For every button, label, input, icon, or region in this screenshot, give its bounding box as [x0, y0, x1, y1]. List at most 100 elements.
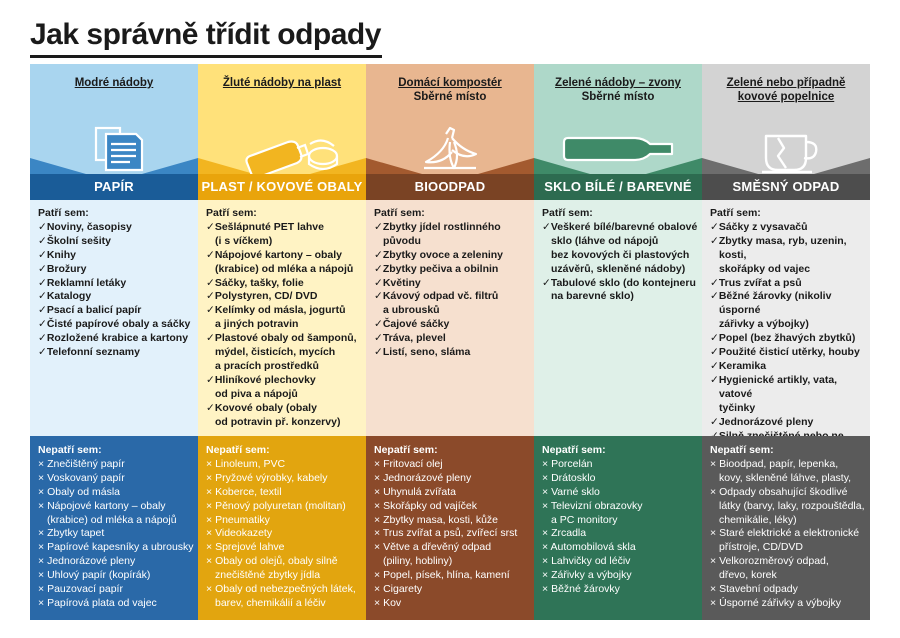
belongs-here: Patří sem: Noviny, časopisyŠkolní sešity… [30, 200, 198, 436]
list-item: Čisté papírové obaly a sáčky [38, 318, 194, 332]
does-not-belong: Nepatří sem: Fritovací olejJednorázové p… [366, 436, 534, 620]
list-item: Zbytky pečiva a obilnin [374, 263, 530, 277]
category-label: BIOODPAD [366, 174, 534, 200]
list-item: Plastové obaly od šamponů, mýdel, čistic… [206, 332, 362, 374]
list-item: Katalogy [38, 290, 194, 304]
list-item: Keramika [710, 360, 866, 374]
belongs-here: Patří sem: Sáčky z vysavačůZbytky masa, … [702, 200, 870, 469]
category-label: PLAST / KOVOVÉ OBALY [198, 174, 366, 200]
category-label: SKLO BÍLÉ / BAREVNÉ [534, 174, 702, 200]
list-item: Sáčky, tašky, folie [206, 277, 362, 291]
list-item: Linoleum, PVC [206, 458, 362, 472]
list-item: Polystyren, CD/ DVD [206, 290, 362, 304]
does-not-belong: Nepatří sem: PorcelánDrátoskloVarné sklo… [534, 436, 702, 620]
list-item: Videokazety [206, 527, 362, 541]
list-item: Fritovací olej [374, 458, 530, 472]
list-item: Odpady obsahující škodlivé látky (barvy,… [710, 486, 866, 528]
list-item: Zbytky jídel rostlinného původu [374, 221, 530, 249]
does-not-belong: Nepatří sem: Linoleum, PVCPryžové výrobk… [198, 436, 366, 620]
list-item: Sprejové lahve [206, 541, 362, 555]
list-item: Pneumatiky [206, 514, 362, 528]
list-item: Noviny, časopisy [38, 221, 194, 235]
belongs-here: Patří sem: Zbytky jídel rostlinného půvo… [366, 200, 534, 436]
not-belongs-title: Nepatří sem: [542, 444, 606, 456]
list-item: Veškeré bílé/barevné obalové sklo (láhve… [542, 221, 698, 277]
not-belongs-list: PorcelánDrátoskloVarné skloTelevizní obr… [542, 458, 698, 597]
column-plastic: Žluté nádoby na plast PLAST / KOVOVÉ OBA… [198, 64, 366, 620]
not-belongs-title: Nepatří sem: [374, 444, 438, 456]
belongs-list: Sešlápnuté PET lahve (i s víčkem)Nápojov… [206, 221, 362, 430]
list-item: Pryžové výrobky, kabely [206, 472, 362, 486]
column-mixed-waste: Zelené nebo případně kovové popelnice SM… [702, 64, 870, 620]
list-item: Čajové sáčky [374, 318, 530, 332]
list-item: Popel, písek, hlína, kamení [374, 569, 530, 583]
list-item: Bioodpad, papír, lepenka, kovy, skleněné… [710, 458, 866, 486]
list-item: Papírová plata od vajec [38, 597, 194, 611]
title-underline [30, 55, 382, 58]
list-item: Zrcadla [542, 527, 698, 541]
list-item: Květiny [374, 277, 530, 291]
list-item: Běžné žárovky [542, 583, 698, 597]
belongs-list: Veškeré bílé/barevné obalové sklo (láhve… [542, 221, 698, 304]
list-item: Hliníkové plechovky od piva a nápojů [206, 374, 362, 402]
list-item: Televizní obrazovky a PC monitory [542, 500, 698, 528]
belongs-list: Sáčky z vysavačůZbytky masa, ryb, uzenin… [710, 221, 866, 471]
belongs-here: Patří sem: Sešlápnuté PET lahve (i s víč… [198, 200, 366, 436]
list-item: Použité čisticí utěrky, houby [710, 346, 866, 360]
list-item: Koberce, textil [206, 486, 362, 500]
column-header: Modré nádoby [30, 64, 198, 120]
list-item: Zářivky a výbojky [542, 569, 698, 583]
list-item: Varné sklo [542, 486, 698, 500]
column-glass: Zelené nádoby – zvony Sběrné místo SKLO … [534, 64, 702, 620]
not-belongs-list: Linoleum, PVCPryžové výrobky, kabelyKobe… [206, 458, 362, 611]
page-title: Jak správně třídit odpady [30, 18, 381, 51]
list-item: Pauzovací papír [38, 583, 194, 597]
does-not-belong: Nepatří sem: Bioodpad, papír, lepenka, k… [702, 436, 870, 620]
header-line-1: Modré nádoby [74, 77, 154, 89]
list-item: Automobilová skla [542, 541, 698, 555]
not-belongs-title: Nepatří sem: [710, 444, 774, 456]
list-item: Knihy [38, 249, 194, 263]
header-line-2: kovové popelnice [737, 91, 835, 103]
list-item: Zbytky ovoce a zeleniny [374, 249, 530, 263]
list-item: Voskovaný papír [38, 472, 194, 486]
list-item: Kávový odpad vč. filtrů a ubrousků [374, 290, 530, 318]
not-belongs-title: Nepatří sem: [206, 444, 270, 456]
list-item: Listí, seno, sláma [374, 346, 530, 360]
list-item: Staré elektrické a elektronické přístroj… [710, 527, 866, 555]
header-line-1: Zelené nebo případně [726, 77, 846, 89]
list-item: Obaly od nebezpečných látek, barev, chem… [206, 583, 362, 611]
list-item: Jednorázové pleny [710, 416, 866, 430]
header-line-1: Žluté nádoby na plast [222, 77, 342, 89]
list-item: Hygienické artikly, vata, vatové tyčinky [710, 374, 866, 416]
list-item: Zbytky tapet [38, 527, 194, 541]
list-item: Sešlápnuté PET lahve (i s víčkem) [206, 221, 362, 249]
list-item: Brožury [38, 263, 194, 277]
list-item: Obaly od olejů, obaly silně znečištěné z… [206, 555, 362, 583]
list-item: Větve a dřevěný odpad (piliny, hobliny) [374, 541, 530, 569]
list-item: Uhlový papír (kopírák) [38, 569, 194, 583]
list-item: Zbytky masa, ryb, uzenin, kosti, skořápk… [710, 235, 866, 277]
column-biowaste: Domácí kompostér Sběrné místo BIOODPAD P… [366, 64, 534, 620]
header-line-2: Sběrné místo [581, 91, 655, 103]
column-header: Domácí kompostér Sběrné místo [366, 64, 534, 120]
belongs-title: Patří sem: [206, 207, 257, 219]
list-item: Porcelán [542, 458, 698, 472]
list-item: Lahvičky od léčiv [542, 555, 698, 569]
belongs-title: Patří sem: [374, 207, 425, 219]
belongs-title: Patří sem: [710, 207, 761, 219]
does-not-belong: Nepatří sem: Znečištěný papírVoskovaný p… [30, 436, 198, 620]
list-item: Nápojové kartony – obaly (krabice) od ml… [38, 500, 194, 528]
list-item: Nápojové kartony – obaly (krabice) od ml… [206, 249, 362, 277]
list-item: Úsporné zářivky a výbojky [710, 597, 866, 611]
list-item: Kov [374, 597, 530, 611]
not-belongs-list: Znečištěný papírVoskovaný papírObaly od … [38, 458, 194, 611]
list-item: Obaly od másla [38, 486, 194, 500]
list-item: Sáčky z vysavačů [710, 221, 866, 235]
belongs-here: Patří sem: Veškeré bílé/barevné obalové … [534, 200, 702, 436]
column-header: Žluté nádoby na plast [198, 64, 366, 120]
list-item: Trus zvířat a psů [710, 277, 866, 291]
list-item: Telefonní seznamy [38, 346, 194, 360]
list-item: Psací a balicí papír [38, 304, 194, 318]
belongs-list: Zbytky jídel rostlinného původuZbytky ov… [374, 221, 530, 360]
